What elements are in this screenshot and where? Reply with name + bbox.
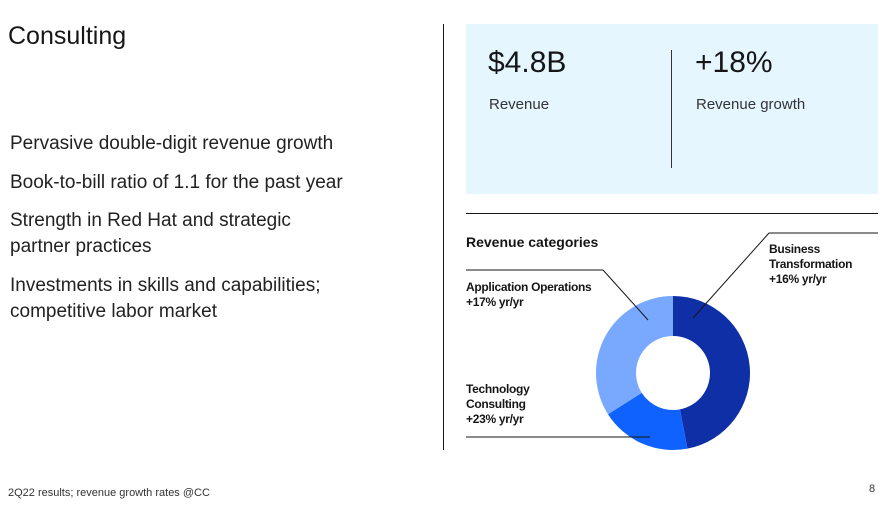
label-name: Application Operations <box>466 280 592 294</box>
label-growth: +23% yr/yr <box>466 412 524 426</box>
slice-technology-consulting <box>607 392 688 450</box>
growth-label: Revenue growth <box>696 96 806 113</box>
leader-line-app-ops <box>602 269 649 321</box>
bullet-3: Strength in Red Hat and strategic partne… <box>10 210 291 257</box>
label-technology-consulting: Technology Consulting +23% yr/yr <box>466 382 541 427</box>
label-business-transformation: Business Transformation +16% yr/yr <box>769 242 864 287</box>
vertical-divider <box>443 24 444 450</box>
label-name: Business Transformation <box>769 242 853 271</box>
bullet-2: Book-to-bill ratio of 1.1 for the past y… <box>10 172 343 193</box>
kpi-panel: $4.8B Revenue +18% Revenue growth <box>466 24 878 194</box>
slice-business-transformation <box>673 296 750 449</box>
revenue-value: $4.8B <box>488 46 567 79</box>
bullet-1: Pervasive double-digit revenue growth <box>10 133 334 154</box>
growth-value: +18% <box>695 46 773 79</box>
label-growth: +16% yr/yr <box>769 272 827 286</box>
footnote: 2Q22 results; revenue growth rates @CC <box>8 487 210 499</box>
label-growth: +17% yr/yr <box>466 295 524 309</box>
chart-title: Revenue categories <box>466 234 599 250</box>
bullet-4: Investments in skills and capabilities; … <box>10 275 321 322</box>
page-number: 8 <box>869 483 876 495</box>
slice-application-operations <box>596 296 673 415</box>
label-application-operations: Application Operations +17% yr/yr <box>466 280 592 310</box>
kpi-divider <box>671 50 672 168</box>
label-name: Technology Consulting <box>466 382 530 411</box>
leader-line-business <box>692 232 770 319</box>
revenue-label: Revenue <box>489 96 550 113</box>
section-divider <box>466 213 878 214</box>
slide-title: Consulting <box>8 22 127 50</box>
